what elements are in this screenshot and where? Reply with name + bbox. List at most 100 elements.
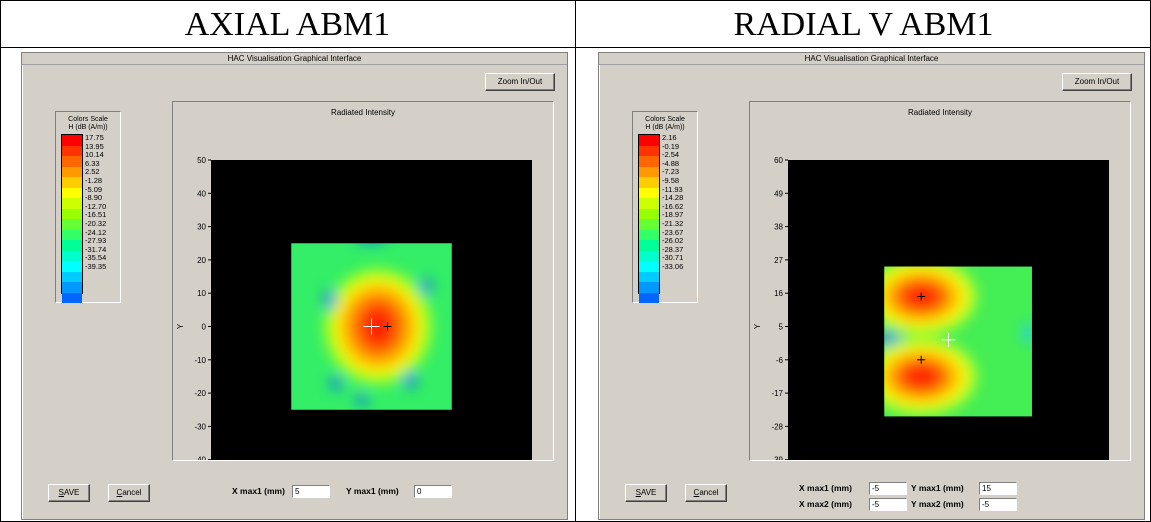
color-scale-panel: Colors Scale H (dB (A/m)) 17.75 13.95 10.1… xyxy=(55,111,121,304)
scale-swatch xyxy=(639,292,659,304)
scale-value: 6.33 xyxy=(85,158,100,168)
scale-value: -2.54 xyxy=(662,150,680,160)
y-tick-label: 27 xyxy=(774,256,783,265)
scale-value: 13.95 xyxy=(85,141,104,151)
y-tick-label: -28 xyxy=(771,422,783,431)
scale-swatch xyxy=(62,156,82,167)
plot-title: Radiated Intensity xyxy=(907,108,973,117)
scale-value: -24.12 xyxy=(85,227,107,237)
y-max2-label: Y max2 (mm) xyxy=(911,499,964,509)
x-max2-input[interactable]: -5 xyxy=(869,498,907,511)
color-scale-bar xyxy=(61,134,83,304)
heatmap-contour xyxy=(903,364,940,389)
x-max1-input[interactable]: -5 xyxy=(869,482,907,495)
scale-swatch xyxy=(639,145,659,157)
scale-swatch xyxy=(62,219,82,230)
save-rest: AVE xyxy=(63,488,80,497)
scale-swatch xyxy=(639,261,659,272)
header-divider xyxy=(0,47,1151,48)
scale-value: -4.88 xyxy=(662,158,680,168)
scale-value: -30.71 xyxy=(662,253,684,263)
zoom-button[interactable]: Zoom In/Out xyxy=(485,73,555,91)
scale-swatch xyxy=(639,250,659,262)
scale-value: 2.52 xyxy=(85,167,100,177)
cancel-rest: ancel xyxy=(699,488,719,497)
cancel-accel: C xyxy=(693,488,700,497)
heatmap-minimum xyxy=(330,377,343,390)
window-title: HAC Visualisation Graphical Interface xyxy=(22,53,567,65)
y-max1-label: Y max1 (mm) xyxy=(346,486,399,496)
scale-swatch xyxy=(639,229,659,241)
scale-value: -1.28 xyxy=(85,175,103,185)
y-axis-label: Y xyxy=(176,323,185,329)
y-tick-label: 60 xyxy=(774,156,783,165)
scale-swatch xyxy=(62,187,82,199)
scale-value: -26.02 xyxy=(662,236,684,246)
y-tick-label: -17 xyxy=(771,389,783,398)
scale-swatch xyxy=(62,177,82,188)
y-tick-label: 5 xyxy=(779,323,784,332)
scale-value: -16.51 xyxy=(85,210,107,220)
y-tick-label: -10 xyxy=(194,356,206,365)
scale-value: -33.06 xyxy=(662,261,684,271)
hac-window-axial: HAC Visualisation Graphical Interface Zo… xyxy=(21,52,568,520)
x-max1-label: X max1 (mm) xyxy=(232,486,285,496)
heatmap-minimum xyxy=(324,289,335,310)
y-axis-label: Y xyxy=(753,323,762,329)
scale-swatch xyxy=(639,240,659,251)
save-button[interactable]: SAVE xyxy=(48,484,90,502)
scale-swatch xyxy=(62,282,82,293)
y-tick-label: -20 xyxy=(194,389,206,398)
scale-swatch xyxy=(62,250,82,262)
zoom-button[interactable]: Zoom In/Out xyxy=(1062,73,1132,91)
hac-window-radial: HAC Visualisation Graphical Interface Zo… xyxy=(598,52,1145,520)
heading-axial: AXIAL ABM1 xyxy=(184,6,391,43)
y-tick-label: 16 xyxy=(774,289,783,298)
scale-swatch xyxy=(639,177,659,188)
scale-swatch xyxy=(639,135,659,146)
y-max2-input[interactable]: -5 xyxy=(979,498,1017,511)
scale-value: -14.28 xyxy=(662,193,684,203)
y-tick-label: 38 xyxy=(774,223,783,232)
cancel-button[interactable]: Cancel xyxy=(685,484,727,502)
scale-swatch xyxy=(62,271,82,283)
color-scale-panel: Colors Scale H (dB (A/m)) 2.16 -0.19 -2.54… xyxy=(632,111,698,304)
scale-value: -12.70 xyxy=(85,201,107,211)
heatmap-minimum xyxy=(421,278,432,295)
x-max1-input[interactable]: 5 xyxy=(292,485,330,498)
cancel-button[interactable]: Cancel xyxy=(108,484,150,502)
save-button[interactable]: SAVE xyxy=(625,484,667,502)
scale-value: -11.93 xyxy=(662,184,683,194)
y-max1-label: Y max1 (mm) xyxy=(911,483,964,493)
color-scale-unit: H (dB (A/m)) xyxy=(645,124,685,131)
y-tick-label: -39 xyxy=(771,456,783,460)
y-tick-label: 0 xyxy=(202,323,207,332)
scale-value: -9.58 xyxy=(662,175,680,185)
y-tick-label: 40 xyxy=(197,189,206,198)
column-divider xyxy=(575,0,576,522)
scale-swatch xyxy=(62,198,82,209)
scale-swatch xyxy=(639,208,659,220)
color-scale-labels: 2.16 -0.19 -2.54 -4.88 -7.23 -9.58 -11.93 -14.2… xyxy=(662,133,684,272)
scale-value: -18.97 xyxy=(662,210,684,220)
save-accel: S xyxy=(58,488,64,497)
scale-swatch xyxy=(639,156,659,167)
y-max1-input[interactable]: 15 xyxy=(979,482,1017,495)
plot-title: Radiated Intensity xyxy=(330,108,396,117)
scale-value: -8.90 xyxy=(85,193,103,203)
scale-value: -0.19 xyxy=(662,141,680,151)
y-tick-label: 10 xyxy=(197,289,206,298)
scale-value: -5.09 xyxy=(85,184,103,194)
scale-value: 10.14 xyxy=(85,150,104,160)
scale-value: -28.37 xyxy=(662,244,684,254)
y-max1-input[interactable]: 0 xyxy=(414,485,452,498)
scale-swatch xyxy=(62,166,82,178)
scale-swatch xyxy=(62,292,82,304)
y-tick-label: 49 xyxy=(774,189,783,198)
radiated-intensity-plot: Radiated Intensity -50-39-28-17-65162738… xyxy=(749,101,1131,461)
scale-swatch xyxy=(639,219,659,230)
scale-swatch xyxy=(62,208,82,220)
scale-value: 17.75 xyxy=(85,133,104,142)
scale-value: -20.32 xyxy=(85,218,107,228)
y-tick-label: 50 xyxy=(197,156,206,165)
